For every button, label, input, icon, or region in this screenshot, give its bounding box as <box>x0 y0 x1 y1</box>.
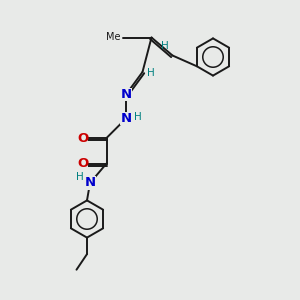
Text: N: N <box>120 88 132 101</box>
Text: Me: Me <box>106 32 121 42</box>
Text: O: O <box>77 157 88 170</box>
Text: N: N <box>84 176 96 190</box>
Text: N: N <box>120 112 132 125</box>
Text: H: H <box>161 41 169 51</box>
Text: H: H <box>147 68 155 79</box>
Text: H: H <box>76 172 83 182</box>
Text: H: H <box>134 112 141 122</box>
Text: O: O <box>77 131 88 145</box>
